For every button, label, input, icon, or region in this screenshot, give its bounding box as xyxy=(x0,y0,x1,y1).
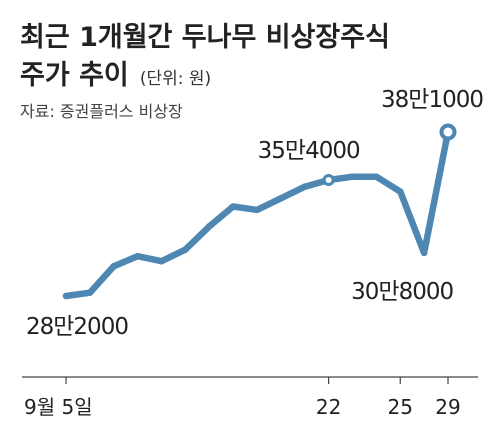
data-labels: 28만2000 35만4000 30만8000 38만1000 xyxy=(26,87,484,340)
data-point-0 xyxy=(62,292,70,300)
unit-label: (단위: 원) xyxy=(140,69,211,89)
data-point-2 xyxy=(110,262,117,270)
x-tick-label-1: 22 xyxy=(316,395,341,419)
highlight-marker-16 xyxy=(439,123,457,141)
data-label-0: 28만2000 xyxy=(26,314,128,340)
highlight-marker-11 xyxy=(322,174,335,187)
data-point-9 xyxy=(277,195,285,202)
data-point-12 xyxy=(349,173,356,180)
data-point-6 xyxy=(206,223,213,230)
data-point-1 xyxy=(86,289,94,296)
chart-title: 최근 1개월간 두나무 비상장주식 xyxy=(20,22,390,53)
x-tick-label-0: 9월 5일 xyxy=(24,395,93,419)
data-point-8 xyxy=(253,206,261,214)
data-label-11: 35만4000 xyxy=(258,138,360,164)
source-label: 자료: 증권플러스 비상장 xyxy=(20,102,183,121)
data-label-16: 38만1000 xyxy=(381,87,483,113)
data-point-7 xyxy=(229,203,237,210)
data-point-5 xyxy=(182,246,189,253)
chart-subtitle-line: 주가 추이 (단위: 원) xyxy=(20,60,211,91)
data-point-15 xyxy=(420,249,428,257)
data-point-10 xyxy=(301,183,308,190)
data-label-15: 30만8000 xyxy=(351,279,453,305)
chart-subtitle: 주가 추이 xyxy=(20,60,129,91)
data-point-3 xyxy=(134,253,141,260)
x-tick-label-2: 25 xyxy=(388,395,413,419)
x-axis-ticks: 9월 5일 22 25 29 xyxy=(24,377,461,419)
data-point-14 xyxy=(397,188,404,195)
data-point-4 xyxy=(158,258,165,265)
x-tick-label-3: 29 xyxy=(435,395,460,419)
data-point-13 xyxy=(373,173,380,180)
